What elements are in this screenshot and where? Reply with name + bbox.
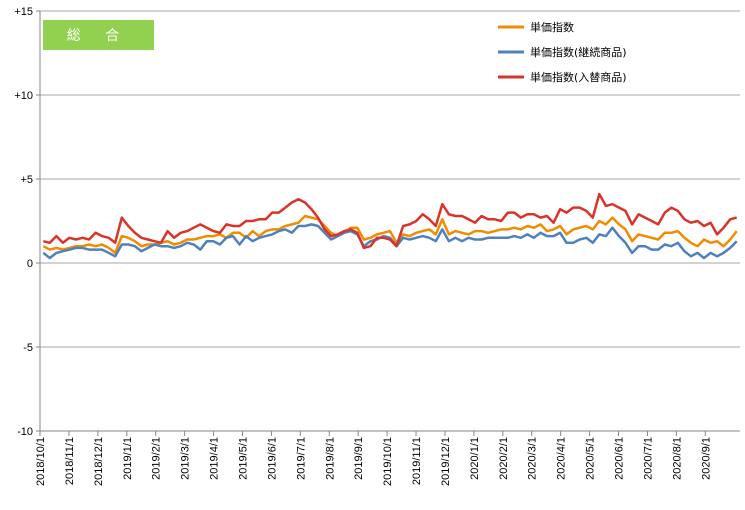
y-tick-label: -5 <box>23 342 33 354</box>
x-tick-label: 2019/1/1 <box>122 437 134 480</box>
x-tick-label: 2019/5/1 <box>237 437 249 480</box>
legend-label: 単価指数(入替商品) <box>530 70 627 84</box>
x-tick-label: 2020/9/1 <box>700 437 712 480</box>
x-tick-label: 2020/7/1 <box>642 437 654 480</box>
legend-label: 単価指数 <box>530 20 574 34</box>
x-tick-label: 2019/8/1 <box>324 437 336 480</box>
x-tick-label: 2018/12/1 <box>93 437 105 486</box>
x-axis: 2018/10/1 2018/11/1 2018/12/1 2019/1/1 2019/… <box>35 430 740 486</box>
series-lines <box>42 192 738 260</box>
x-tick-label: 2019/2/1 <box>151 437 163 480</box>
x-tick-label: 2020/3/1 <box>527 437 539 480</box>
x-tick-label: 2019/9/1 <box>353 437 365 480</box>
plot-area-background <box>40 11 740 431</box>
badge-label: 総 合 <box>67 28 129 44</box>
x-tick-label: 2019/7/1 <box>295 437 307 480</box>
x-tick-label: 2020/1/1 <box>469 437 481 480</box>
x-tick-label: 2020/2/1 <box>498 437 510 480</box>
badge: 総 合 <box>43 20 154 50</box>
x-tick-label: 2020/5/1 <box>585 437 597 480</box>
x-tick-label: 2020/8/1 <box>671 437 683 480</box>
y-tick-label: +15 <box>14 6 33 18</box>
y-axis: +15 +10 +5 0 -5 -10 <box>14 6 41 438</box>
y-tick-label: +10 <box>14 90 33 102</box>
y-tick-label: 0 <box>27 258 33 270</box>
x-tick-label: 2020/6/1 <box>614 437 626 480</box>
x-tick-label: 2019/11/1 <box>411 437 423 485</box>
badge-background <box>43 20 154 50</box>
y-tick-label: -10 <box>17 426 33 438</box>
x-tick-label: 2019/10/1 <box>382 437 394 486</box>
x-tick-label: 2019/12/1 <box>440 437 452 486</box>
x-tick-label: 2019/6/1 <box>266 437 278 480</box>
legend-label: 単価指数(継続商品) <box>530 45 627 59</box>
x-tick-label: 2018/10/1 <box>35 437 47 486</box>
x-tick-label: 2020/4/1 <box>556 437 568 480</box>
series-line-1 <box>42 223 738 260</box>
series-line-2 <box>43 192 738 250</box>
x-tick-label: 2018/11/1 <box>64 437 76 485</box>
x-tick-label: 2019/3/1 <box>180 437 192 480</box>
y-tick-label: +5 <box>20 174 33 186</box>
x-tick-label: 2019/4/1 <box>209 437 221 480</box>
